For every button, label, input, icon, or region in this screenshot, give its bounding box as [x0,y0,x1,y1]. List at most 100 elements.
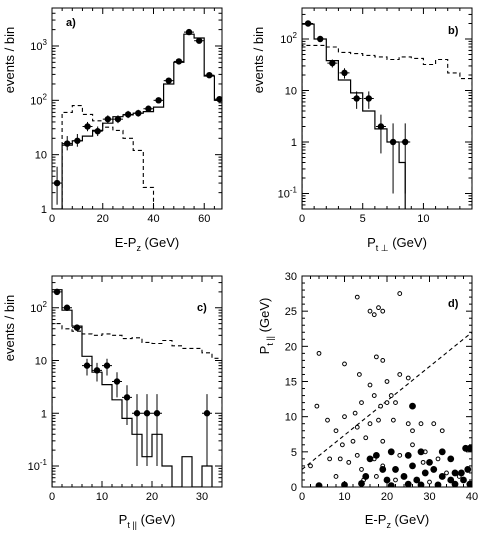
data-point [203,410,211,417]
dashed-histogram [61,105,155,209]
data-layer [52,28,222,209]
open-point [316,350,322,356]
dashed-histogram [52,323,222,487]
open-point [346,459,352,465]
filled-point [358,480,365,487]
data-point [73,324,81,331]
filled-point [413,476,421,484]
solid-histogram [52,289,213,487]
open-point [405,375,411,381]
data-point [114,115,122,123]
data-point [377,123,385,130]
data-point [83,362,91,369]
panel-label: d) [448,298,459,310]
open-point [431,421,437,427]
filled-point [387,448,395,456]
data-point [133,410,141,417]
x-tick-label: 0 [49,491,55,503]
filled-point [372,451,380,459]
filled-point [417,448,425,456]
open-point [373,474,379,479]
filled-point [451,480,459,487]
plot-frame [301,7,473,210]
x-axis-label: Pt || (GeV) [119,512,176,530]
filled-point [430,466,438,473]
filled-point [447,476,455,484]
x-tick-label: 60 [198,213,210,225]
y-tick-label: 20 [285,341,297,353]
data-point [155,97,162,104]
y-axis-label: events / bin [2,295,17,362]
open-point [337,456,343,462]
y-tick-label: 25 [285,306,297,318]
data-point [365,95,372,102]
open-point [356,372,362,377]
data-point [317,35,324,43]
y-tick-label: 1 [41,204,47,216]
open-point [376,305,381,311]
x-tick-label: 20 [97,213,109,225]
open-point [390,417,396,423]
x-axis-label: E-Pz (GeV) [365,512,429,530]
filled-point [451,469,459,477]
x-tick-label: 0 [299,213,305,225]
open-point [342,414,347,420]
y-tick-label: 30 [285,271,297,283]
open-point [427,479,432,485]
data-point [124,111,132,118]
data-point [165,77,172,84]
open-point [410,428,415,434]
data-point [84,123,91,130]
filled-point [421,469,429,477]
data-point [195,37,203,44]
x-tick-label: 30 [196,491,208,503]
x-tick-label: 40 [466,491,478,503]
cut-line [302,331,472,470]
open-point [384,400,390,406]
data-point [53,179,61,187]
data-point [389,138,397,146]
open-point [435,456,441,462]
filled-point [362,473,370,480]
panel-b: 0 5 10 10-1 1 10 102 Pt ⊥ (GeV) events / bin b) [251,7,473,253]
open-point [333,428,339,434]
data-point [153,410,161,417]
open-point [378,403,384,409]
y-tick-label: 10-1 [28,458,48,473]
y-tick-label: 102 [30,92,47,107]
open-point [342,361,347,367]
y-tick-label: 0 [291,482,297,494]
filled-point [409,462,416,470]
open-point [367,421,373,427]
filled-point [466,444,472,452]
y-tick-label: 1 [41,408,47,420]
data-point [216,95,222,103]
x-axis-label: E-Pz (GeV) [115,235,179,253]
y-tick-label: 15 [285,377,297,389]
x-tick-label: 5 [360,213,366,225]
y-tick-label: 103 [30,38,47,53]
y-tick-label: 10 [35,150,47,162]
x-tick-label: 0 [299,491,305,503]
panel-label: b) [448,25,459,37]
panel-d: 0 10 20 30 40 0 5 10 15 20 25 30 E-Pz (GeV) Pt || (Ge… [257,271,478,530]
y-tick-label: 10-1 [278,185,298,200]
open-point [380,308,386,314]
open-point [371,312,377,318]
data-point [341,69,348,77]
open-point [308,463,313,469]
open-point [354,294,360,300]
open-point [367,382,373,388]
dashed-histogram [302,44,472,209]
panel-label: c) [197,302,207,314]
filled-point [466,480,472,487]
data-point [206,71,213,79]
filled-point [457,469,465,477]
open-point [444,470,449,476]
y-tick-label: 10 [285,86,297,98]
x-tick-label: 20 [381,491,393,503]
filled-point [404,451,412,459]
data-layer [302,291,472,487]
open-point [393,400,398,406]
